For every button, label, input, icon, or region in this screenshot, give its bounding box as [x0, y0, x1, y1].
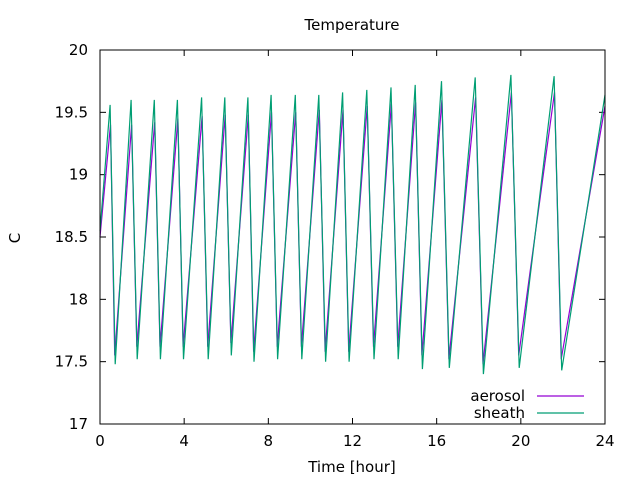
- x-tick-label: 8: [264, 432, 274, 450]
- legend-label-sheath: sheath: [474, 404, 525, 422]
- x-tick-label: 16: [427, 432, 446, 450]
- y-axis-label: C: [6, 233, 24, 243]
- y-tick-label: 18: [69, 290, 88, 308]
- y-tick-label: 17.5: [55, 353, 88, 371]
- x-tick-label: 20: [511, 432, 530, 450]
- legend-label-aerosol: aerosol: [470, 387, 525, 405]
- x-tick-label: 4: [179, 432, 189, 450]
- y-tick-label: 20: [69, 41, 88, 59]
- x-tick-label: 12: [343, 432, 362, 450]
- series-line-sheath: [99, 74, 606, 375]
- chart-title: Temperature: [303, 16, 399, 34]
- x-tick-label: 24: [595, 432, 614, 450]
- series-layer: [99, 74, 606, 375]
- axis-ticks: 0 4 8 12 16 20 24 17 17.5 18 18.5 19 19.5 20: [55, 41, 615, 450]
- y-tick-label: 19.5: [55, 103, 88, 121]
- x-tick-label: 0: [95, 432, 105, 450]
- x-axis-label: Time [hour]: [307, 458, 396, 476]
- y-tick-label: 17: [69, 415, 88, 433]
- plot-frame: [99, 49, 606, 425]
- y-tick-label: 18.5: [55, 228, 88, 246]
- y-tick-label: 19: [69, 166, 88, 184]
